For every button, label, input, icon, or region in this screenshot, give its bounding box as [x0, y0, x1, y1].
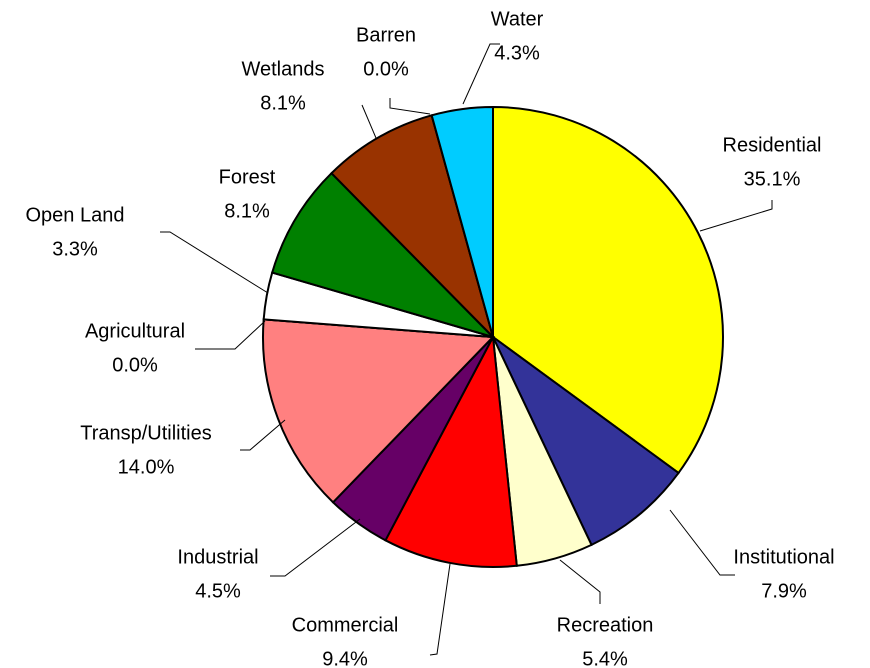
- pie-slice: [492, 105, 724, 475]
- slice-value-label: 7.9%: [761, 580, 807, 602]
- slice-label: Institutional: [733, 546, 834, 568]
- slice-label: Wetlands: [241, 58, 324, 80]
- pie-slice: [384, 333, 518, 568]
- slice-label: Industrial: [177, 546, 258, 568]
- slice-label: Commercial: [292, 614, 399, 636]
- slice-value-label: 3.3%: [52, 238, 98, 260]
- leader-line: [160, 231, 269, 294]
- slice-label: Transp/Utilities: [80, 422, 212, 444]
- pie-slice: [430, 105, 494, 338]
- leader-line: [699, 200, 773, 232]
- slice-value-label: 4.5%: [195, 580, 241, 602]
- slice-label: Agricultural: [85, 320, 185, 342]
- leader-line: [389, 98, 431, 115]
- pie-slice: [262, 318, 496, 504]
- slice-label: Forest: [219, 166, 276, 188]
- leader-line: [429, 563, 451, 656]
- slice-value-label: 0.0%: [112, 354, 158, 376]
- leader-line: [462, 43, 500, 105]
- slice-value-label: 5.4%: [582, 648, 628, 668]
- slice-value-label: 8.1%: [260, 92, 306, 114]
- slice-label: Residential: [723, 134, 822, 156]
- pie-slice: [492, 336, 680, 547]
- slice-value-label: 4.3%: [494, 42, 540, 64]
- slice-value-label: 9.4%: [322, 648, 368, 668]
- leader-line: [559, 559, 601, 604]
- leader-line: [270, 518, 361, 577]
- slice-value-label: 8.1%: [224, 200, 270, 222]
- slice-label: Water: [491, 8, 544, 30]
- slice-value-label: 35.1%: [744, 168, 801, 190]
- leader-line: [195, 320, 266, 350]
- slice-label: Recreation: [557, 614, 654, 636]
- pie-slice: [330, 114, 495, 341]
- slice-label: Open Land: [26, 204, 125, 226]
- pie-slice: [270, 171, 497, 340]
- leader-line: [361, 104, 377, 139]
- slice-label: Barren: [356, 24, 416, 46]
- leader-line: [669, 509, 735, 576]
- leader-line: [240, 419, 286, 451]
- slice-value-label: 0.0%: [363, 58, 409, 80]
- slice-value-label: 14.0%: [118, 456, 175, 478]
